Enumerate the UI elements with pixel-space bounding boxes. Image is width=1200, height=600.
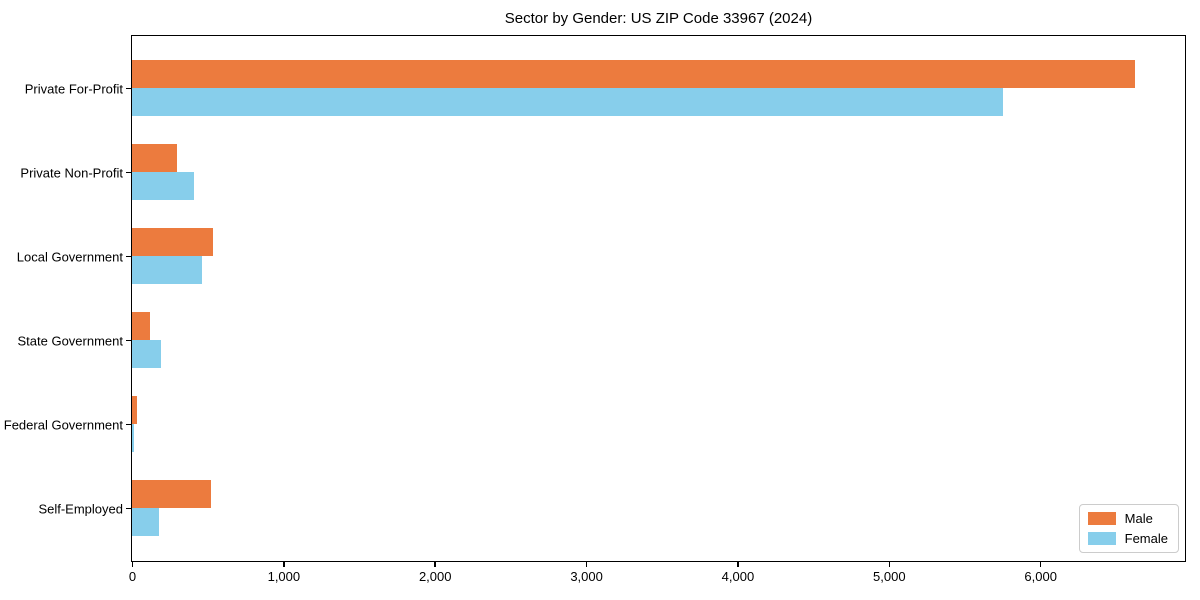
category-row xyxy=(132,46,1185,130)
bar-female-4 xyxy=(132,340,161,368)
bar-female-2 xyxy=(132,172,195,200)
bar-female-6 xyxy=(132,508,160,536)
y-tick-mark xyxy=(126,171,131,174)
chart-title: Sector by Gender: US ZIP Code 33967 (202… xyxy=(504,10,813,27)
y-axis-label: Self-Employed xyxy=(38,501,123,516)
y-axis-label: Federal Government xyxy=(3,417,123,432)
category-row xyxy=(132,130,1185,214)
legend: Male Female xyxy=(1078,504,1179,553)
category-row xyxy=(132,466,1185,550)
bar-male-3 xyxy=(132,228,214,256)
x-tick-label: 0 xyxy=(128,569,137,584)
y-axis-label: Private For-Profit xyxy=(24,81,123,96)
y-tick-mark xyxy=(126,87,131,90)
x-tick-mark xyxy=(283,562,285,567)
plot-area: Male Female xyxy=(131,35,1186,562)
y-tick-mark xyxy=(126,255,131,258)
x-tick-mark xyxy=(585,562,588,567)
category-row xyxy=(132,298,1185,382)
female-color-swatch xyxy=(1087,532,1116,545)
bar-male-6 xyxy=(132,480,211,508)
y-axis-label: Private Non-Profit xyxy=(20,165,123,180)
bar-male-5 xyxy=(132,396,137,424)
legend-item-female: Female xyxy=(1087,531,1168,546)
bars-layer xyxy=(132,36,1185,561)
y-axis-label: State Government xyxy=(17,333,124,348)
male-color-swatch xyxy=(1087,512,1116,525)
x-tick-label: 3,000 xyxy=(570,569,603,584)
x-tick-label: 4,000 xyxy=(721,569,755,584)
y-tick-mark xyxy=(126,339,131,342)
bar-male-1 xyxy=(132,60,1135,88)
y-axis-label: Local Government xyxy=(16,249,123,264)
bar-male-2 xyxy=(132,144,178,172)
x-tick-label: 5,000 xyxy=(873,569,906,584)
x-tick-mark xyxy=(1039,562,1042,567)
x-tick-mark xyxy=(737,562,739,567)
y-tick-mark xyxy=(126,507,131,510)
x-tick-label: 1,000 xyxy=(267,569,301,584)
legend-label-male: Male xyxy=(1124,511,1153,526)
bar-female-3 xyxy=(132,256,202,284)
category-row xyxy=(132,382,1185,466)
bar-male-4 xyxy=(132,312,150,340)
bar-female-1 xyxy=(132,88,1004,116)
category-row xyxy=(132,214,1185,298)
legend-label-female: Female xyxy=(1124,531,1168,546)
x-tick-label: 6,000 xyxy=(1024,569,1057,584)
legend-item-male: Male xyxy=(1087,511,1168,526)
bar-female-5 xyxy=(132,424,134,452)
x-tick-mark xyxy=(131,562,134,567)
y-tick-mark xyxy=(126,423,131,426)
x-tick-label: 2,000 xyxy=(418,569,452,584)
x-tick-mark xyxy=(888,562,891,567)
x-tick-mark xyxy=(434,562,436,567)
